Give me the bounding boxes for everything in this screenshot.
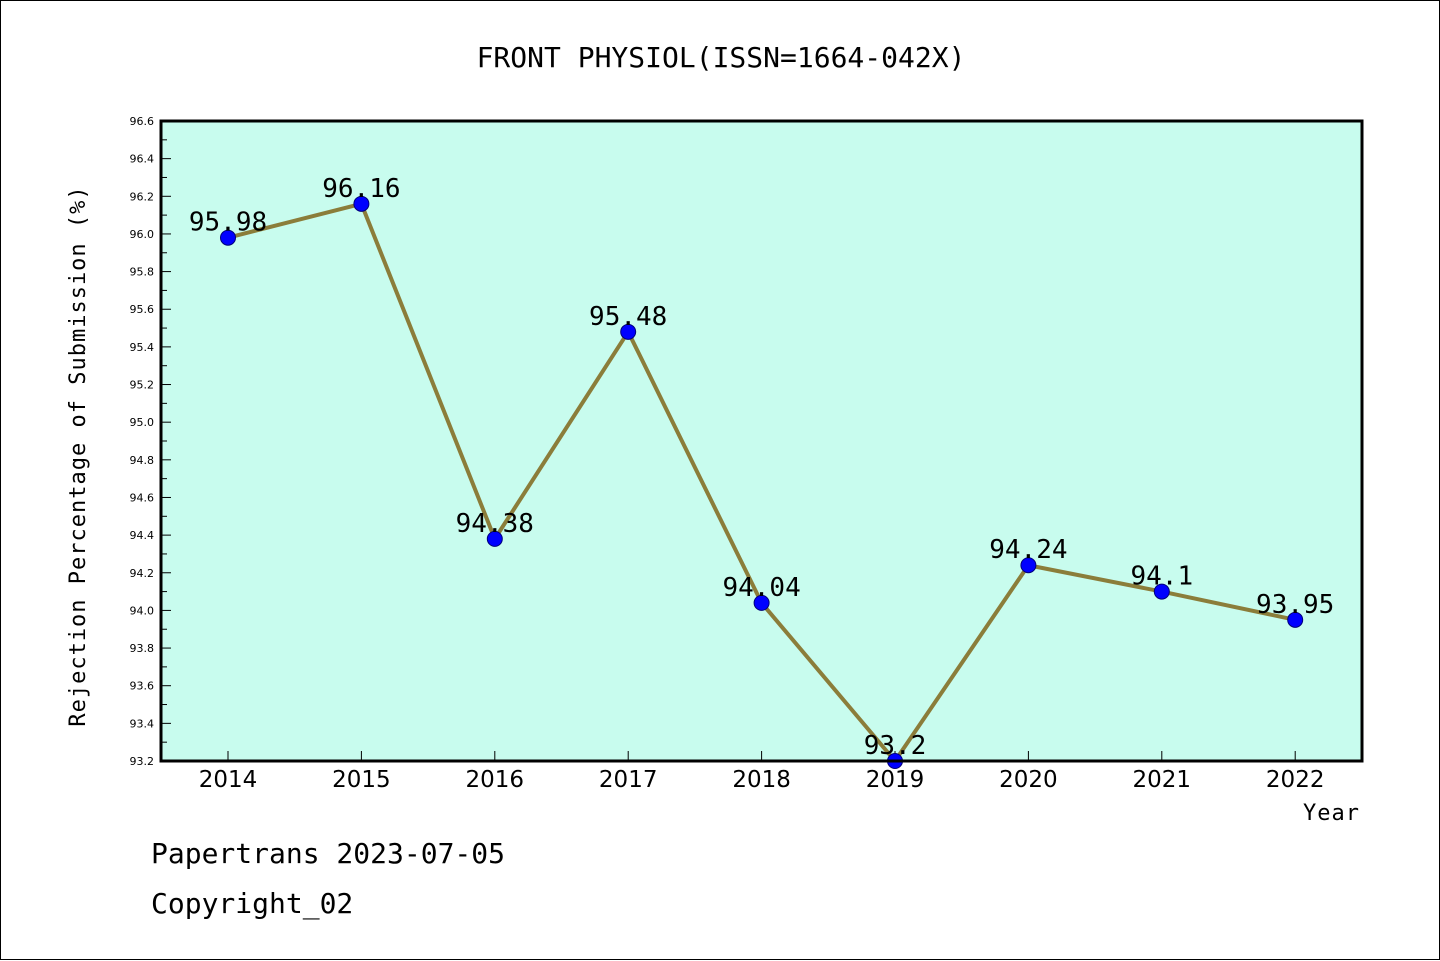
data-point: [1020, 557, 1037, 574]
data-point: [220, 229, 236, 246]
data-point: [1153, 583, 1170, 600]
chart-title: FRONT PHYSIOL(ISSN=1664-042X): [477, 41, 966, 74]
plot-area: [161, 121, 1362, 761]
x-tick-label: 2017: [599, 767, 658, 793]
y-tick-label: 95.8: [130, 266, 155, 279]
data-label: 94.38: [456, 509, 534, 539]
data-label: 94.04: [722, 573, 800, 603]
data-point: [753, 594, 770, 611]
data-label: 95.98: [189, 208, 267, 238]
y-tick-label: 95.4: [130, 341, 155, 354]
y-tick-label: 96.2: [130, 190, 155, 203]
x-tick-label: 2016: [466, 767, 525, 793]
y-tick-label: 93.6: [130, 680, 155, 693]
y-axis: 93.2 93.4 93.6 93.8 94.0 94.2 94.4 94.6 94.8 95.0…: [130, 115, 171, 768]
y-tick-label: 95.6: [130, 303, 155, 316]
y-tick-label: 95.0: [130, 416, 155, 429]
y-tick-label: 96.6: [130, 115, 155, 128]
y-tick-label: 94.4: [130, 529, 155, 542]
y-tick-label: 93.2: [130, 755, 155, 768]
data-labels: 95.98 96.16 94.38 95.48 94.04 93.2 94.24 94.1 93…: [189, 174, 1334, 761]
footer-source: Papertrans 2023-07-05: [151, 837, 505, 870]
data-label: 95.48: [589, 302, 667, 332]
x-tick-label: 2014: [199, 767, 258, 793]
y-tick-label: 93.8: [130, 642, 155, 655]
x-tick-label: 2015: [332, 767, 391, 793]
footer-copyright: Copyright_02: [151, 887, 353, 921]
y-axis-title: Rejection Percentage of Submission (%): [66, 185, 91, 726]
x-tick-label: 2022: [1266, 767, 1325, 793]
x-tick-label: 2021: [1133, 767, 1192, 793]
data-point: [353, 195, 370, 212]
y-tick-label: 94.0: [130, 604, 155, 617]
data-label: 93.95: [1256, 590, 1334, 620]
y-tick-label: 96.0: [130, 228, 155, 241]
y-tick-label: 94.2: [130, 567, 155, 580]
plot-border: [159, 119, 1364, 763]
data-label: 93.2: [864, 731, 927, 761]
data-point: [486, 530, 503, 547]
y-tick-label: 96.4: [130, 153, 155, 166]
data-label: 96.16: [322, 174, 400, 204]
x-axis: 2014 2015 2016 2017 2018 2019 2020 2021 2022: [199, 751, 1325, 793]
x-tick-label: 2018: [732, 767, 791, 793]
y-tick-label: 95.2: [130, 379, 155, 392]
data-point: [620, 323, 637, 340]
x-tick-label: 2020: [999, 767, 1058, 793]
y-tick-label: 94.6: [130, 491, 155, 504]
data-label: 94.24: [989, 535, 1067, 565]
data-point: [1287, 611, 1304, 628]
x-tick-label: 2019: [866, 767, 925, 793]
data-label: 94.1: [1130, 562, 1193, 592]
x-axis-title: Year: [1303, 801, 1360, 826]
y-tick-label: 93.4: [130, 717, 155, 730]
y-tick-label: 94.8: [130, 454, 155, 467]
